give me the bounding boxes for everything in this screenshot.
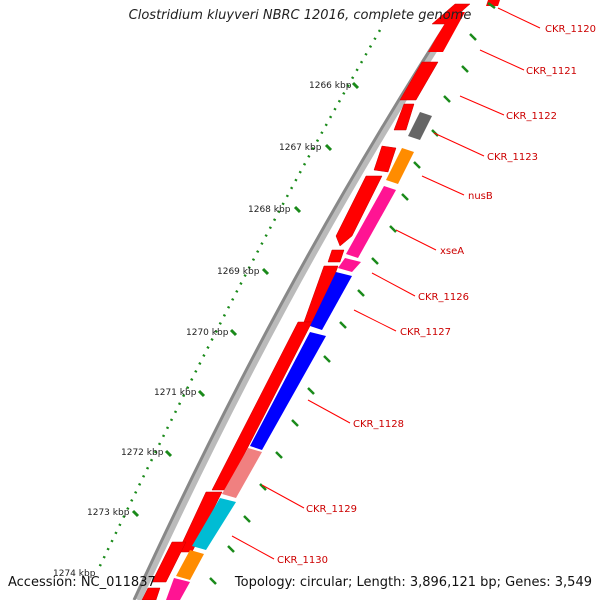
cds-CKR_1123 bbox=[408, 112, 432, 140]
tick bbox=[227, 545, 235, 553]
cds-CKR_1121 bbox=[428, 12, 465, 52]
tick bbox=[357, 289, 365, 297]
tick bbox=[259, 483, 267, 491]
reverse-cds-track bbox=[166, 0, 500, 600]
scale-tick bbox=[164, 449, 173, 458]
scale-label: 1269 kbp bbox=[217, 267, 260, 277]
forward-cds bbox=[373, 145, 397, 173]
scale-tick bbox=[197, 389, 206, 398]
tick bbox=[371, 257, 379, 265]
tick bbox=[323, 355, 331, 363]
gene-labels: CKR_1120 CKR_1121 CKR_1122 CKR_1123 nusB… bbox=[277, 24, 596, 566]
tick bbox=[339, 321, 347, 329]
cds-xseA bbox=[346, 186, 396, 258]
forward-cds bbox=[141, 587, 161, 600]
scale-dotted-track bbox=[96, 29, 382, 571]
forward-cds-track bbox=[141, 3, 471, 600]
tick bbox=[461, 65, 469, 73]
gene-label: CKR_1127 bbox=[400, 327, 451, 338]
leader-line bbox=[231, 535, 275, 560]
gene-label: xseA bbox=[440, 246, 464, 257]
tick bbox=[389, 225, 397, 233]
cds-CKR_1128 bbox=[250, 332, 326, 450]
gene-label: CKR_1130 bbox=[277, 555, 328, 566]
cds-CKR_1130 bbox=[192, 498, 236, 550]
leader-line bbox=[479, 49, 525, 71]
scale-label: 1270 kbp bbox=[186, 328, 229, 338]
scale-label: 1272 kbp bbox=[121, 448, 164, 458]
leader-line bbox=[421, 175, 465, 196]
leader-line bbox=[261, 484, 305, 509]
gene-label: CKR_1128 bbox=[353, 419, 404, 430]
tick bbox=[487, 1, 496, 10]
scale-tick bbox=[324, 143, 333, 152]
leader-line bbox=[353, 309, 397, 332]
leader-line bbox=[497, 7, 541, 29]
tick-marks bbox=[209, 1, 496, 585]
gene-label: CKR_1126 bbox=[418, 292, 469, 303]
cds-pink-lower bbox=[166, 578, 190, 600]
tick bbox=[209, 577, 217, 585]
leader-line bbox=[459, 95, 505, 116]
cds-orange-lower bbox=[176, 550, 204, 580]
tick bbox=[291, 419, 299, 427]
scale-tick bbox=[229, 328, 238, 337]
scale-label: 1268 kbp bbox=[248, 205, 291, 215]
scale-label: 1267 kbp bbox=[279, 143, 322, 153]
scale-label: 1273 kbp bbox=[87, 508, 130, 518]
gene-label: CKR_1121 bbox=[526, 66, 577, 77]
tick bbox=[443, 95, 451, 103]
map-title: Clostridium kluyveri NBRC 12016, complet… bbox=[128, 8, 472, 23]
tick bbox=[243, 515, 251, 523]
gene-label: nusB bbox=[468, 191, 493, 202]
leader-lines bbox=[231, 7, 541, 560]
tick bbox=[275, 451, 283, 459]
leader-line bbox=[395, 229, 437, 251]
scale-ticks bbox=[131, 81, 360, 518]
leader-line bbox=[307, 399, 351, 424]
forward-cds bbox=[393, 103, 415, 131]
forward-cds bbox=[335, 175, 383, 247]
scale-label: 1274 kbp bbox=[53, 569, 96, 579]
backbone bbox=[132, 5, 460, 600]
tick bbox=[401, 193, 409, 201]
cds-CKR_1129 bbox=[222, 448, 262, 498]
scale-tick bbox=[131, 509, 140, 518]
tick bbox=[469, 33, 477, 41]
scale-tick bbox=[261, 267, 270, 276]
accession-label: Accession: NC_011837 bbox=[8, 575, 156, 590]
scale-label: 1271 kbp bbox=[154, 388, 197, 398]
scale-tick bbox=[351, 81, 360, 90]
genome-summary: Topology: circular; Length: 3,896,121 bp… bbox=[234, 575, 592, 590]
tick bbox=[307, 387, 315, 395]
leader-line bbox=[371, 272, 416, 297]
cds-CKR_1127 bbox=[310, 272, 352, 330]
forward-cds bbox=[399, 61, 439, 101]
scale-labels: 1266 kbp 1267 kbp 1268 kbp 1269 kbp 1270… bbox=[53, 81, 352, 579]
forward-cds bbox=[151, 541, 187, 583]
gene-label: CKR_1129 bbox=[306, 504, 357, 515]
tick bbox=[413, 161, 421, 169]
scale-label: 1266 kbp bbox=[309, 81, 352, 91]
forward-cds bbox=[327, 249, 345, 263]
scale-tick bbox=[293, 205, 302, 214]
gene-label: CKR_1120 bbox=[545, 24, 596, 35]
gene-label: CKR_1123 bbox=[487, 152, 538, 163]
leader-line bbox=[433, 132, 485, 157]
cds-CKR_1126 bbox=[338, 258, 361, 272]
cds-nusB bbox=[386, 148, 414, 184]
gene-label: CKR_1122 bbox=[506, 111, 557, 122]
